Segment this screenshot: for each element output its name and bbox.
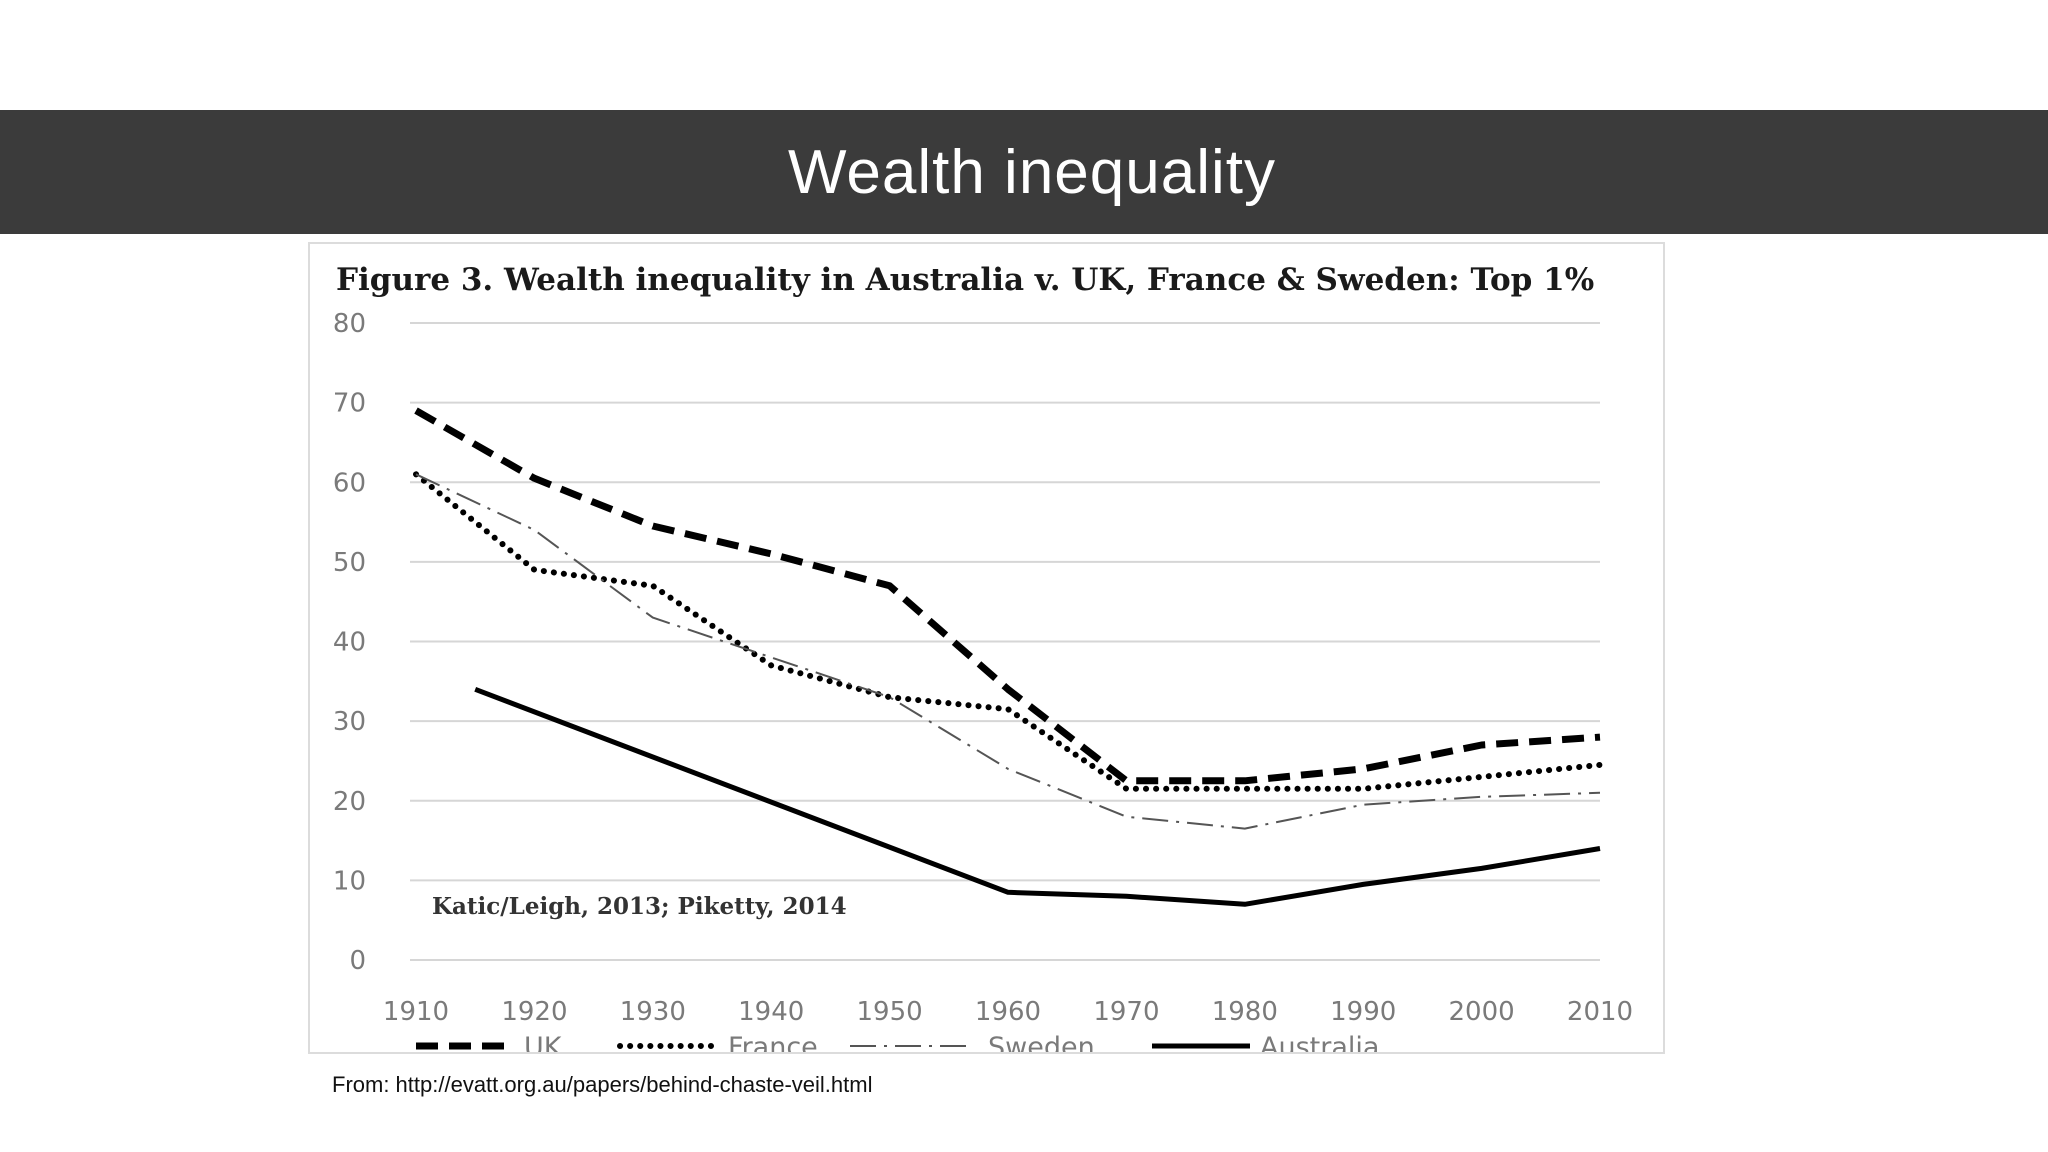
y-tick-label: 80 [333,309,366,339]
chart-title: Figure 3. Wealth inequality in Australia… [336,262,1594,298]
series-line-uk [414,407,1601,785]
y-tick-label: 20 [333,787,366,817]
y-tick-label: 0 [349,946,366,976]
y-tick-label: 30 [333,707,366,737]
series-lines [413,407,1603,907]
series-line-australia [474,686,1601,907]
y-tick-label: 60 [333,468,366,498]
x-tick-label: 1960 [975,997,1041,1027]
y-tick-label: 40 [333,628,366,658]
y-tick-label: 70 [333,389,366,419]
legend-label-sweden: Sweden [988,1032,1095,1052]
x-tick-label: 1910 [383,997,449,1027]
x-tick-label: 1970 [1093,997,1159,1027]
chart-frame: Figure 3. Wealth inequality in Australia… [308,242,1665,1054]
x-tick-label: 1940 [738,997,804,1027]
source-citation: From: http://evatt.org.au/papers/behind-… [332,1072,873,1097]
x-tick-label: 1980 [1212,997,1278,1027]
title-bar: Wealth inequality [0,110,2048,234]
legend-label-uk: UK [524,1032,563,1052]
legend-label-france: France [728,1032,818,1052]
slide-title: Wealth inequality [787,137,1277,207]
x-tick-label: 1920 [501,997,567,1027]
line-chart: Figure 3. Wealth inequality in Australia… [333,262,1633,1052]
x-tick-label: 2000 [1449,997,1515,1027]
series-line-france [413,471,1603,792]
x-tick-label: 1950 [857,997,923,1027]
x-axis-ticks: 1910 1920 1930 1940 1950 1960 1970 1980 1990 2000… [383,997,1633,1027]
chart-annotation: Katic/Leigh, 2013; Piketty, 2014 [432,893,847,920]
grid-lines [410,322,1600,961]
x-tick-label: 2010 [1567,997,1633,1027]
y-tick-label: 10 [333,866,366,896]
x-tick-label: 1930 [620,997,686,1027]
legend: UK France Sweden Australia [416,1032,1379,1052]
x-tick-label: 1990 [1330,997,1396,1027]
y-tick-label: 50 [333,548,366,578]
y-axis-ticks: 0 10 20 30 40 50 60 70 80 [333,309,366,976]
legend-label-australia: Australia [1260,1032,1379,1052]
series-line-sweden [415,473,1601,830]
